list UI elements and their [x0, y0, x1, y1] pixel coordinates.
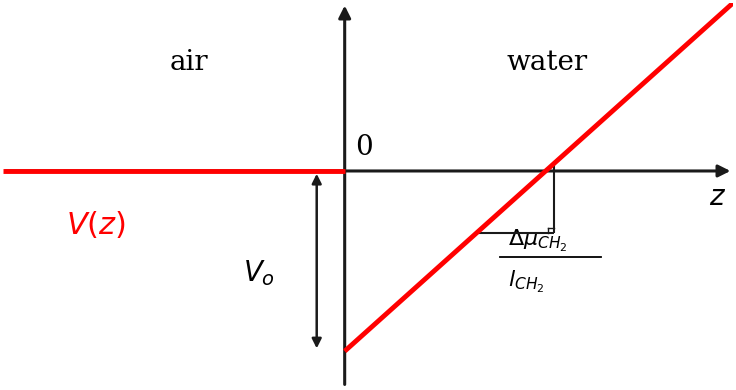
Text: $V_o$: $V_o$ — [243, 258, 275, 288]
Text: $\Delta\mu_{CH_2}$: $\Delta\mu_{CH_2}$ — [508, 228, 567, 254]
Text: $z$: $z$ — [709, 184, 726, 211]
Text: 0: 0 — [355, 135, 373, 161]
Text: air: air — [170, 50, 208, 76]
Text: $l_{CH_2}$: $l_{CH_2}$ — [508, 268, 545, 294]
Text: $V(z)$: $V(z)$ — [66, 209, 126, 241]
Text: water: water — [506, 50, 587, 76]
